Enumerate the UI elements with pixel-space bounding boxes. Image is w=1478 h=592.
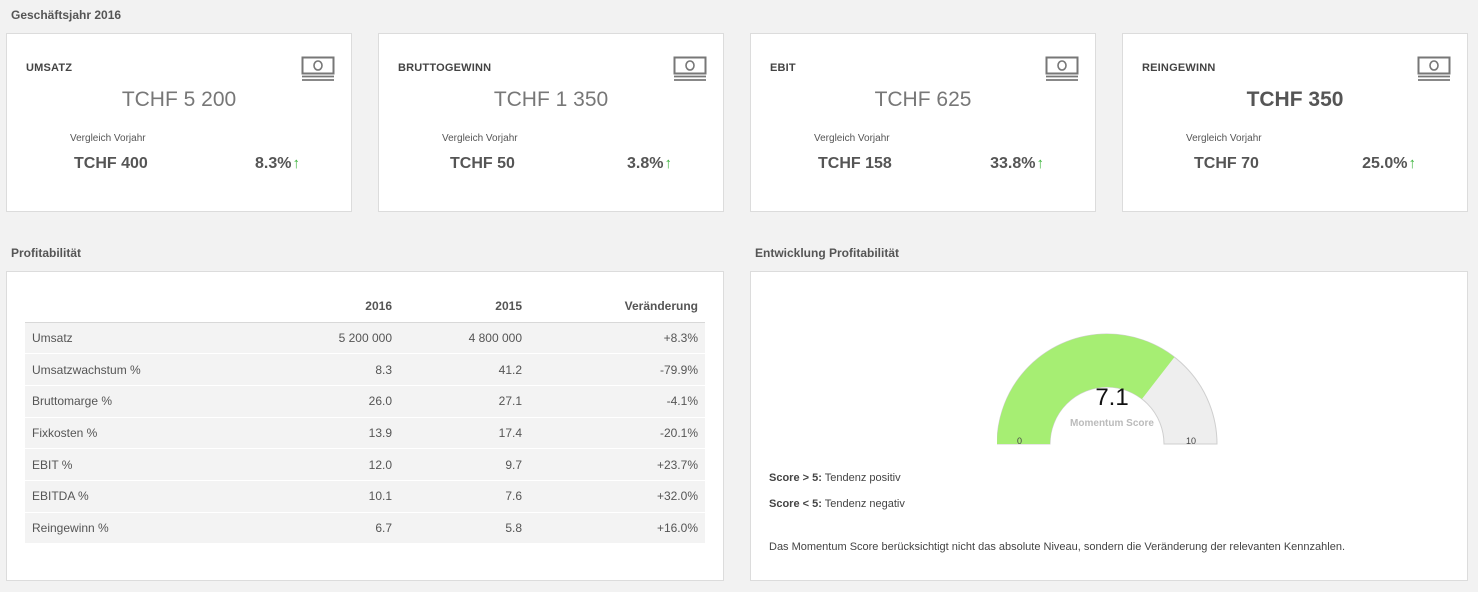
momentum-gauge: 7.1 Momentum Score 0 10 — [997, 316, 1227, 450]
row-name: EBITDA % — [25, 480, 269, 513]
row-value-2015: 17.4 — [399, 417, 529, 450]
table-row: EBITDA % 10.1 7.6 +32.0% — [25, 480, 705, 513]
section-title-fiscal-year: Geschäftsjahr 2016 — [11, 8, 122, 22]
kpi-percent-text: 8.3% — [255, 155, 292, 172]
gauge-score-label: Momentum Score — [1070, 418, 1154, 429]
kpi-value: TCHF 625 — [874, 88, 972, 111]
table-row: Fixkosten % 13.9 17.4 -20.1% — [25, 417, 705, 450]
kpi-compare-label: Vergleich Vorjahr — [70, 133, 146, 144]
row-value-2016: 26.0 — [269, 385, 399, 418]
kpi-card-ebit: EBIT TCHF 625 Vergleich Vorjahr TCHF 158… — [750, 33, 1096, 212]
arrow-up-icon: ↑ — [664, 155, 673, 172]
row-change: -20.1% — [529, 417, 705, 450]
row-value-2015: 27.1 — [399, 385, 529, 418]
kpi-value: TCHF 1 350 — [493, 88, 609, 111]
profitability-card: 2016 2015 Veränderung Umsatz 5 200 000 4 8… — [6, 271, 724, 581]
gauge-chart — [997, 333, 1218, 445]
table-row: Reingewinn % 6.7 5.8 +16.0% — [25, 512, 705, 545]
money-bills-icon — [1045, 56, 1079, 81]
kpi-compare-value: TCHF 158 — [818, 155, 892, 172]
gauge-score-value: 7.1 — [1095, 384, 1129, 411]
table-row: Umsatzwachstum % 8.3 41.2 -79.9% — [25, 353, 705, 386]
row-value-2015: 7.6 — [399, 480, 529, 513]
note-positive-text: Tendenz positiv — [821, 472, 901, 484]
kpi-compare-label: Vergleich Vorjahr — [1186, 133, 1262, 144]
note-negative-key: Score < 5: — [769, 498, 822, 510]
row-change: +23.7% — [529, 448, 705, 481]
header-change: Veränderung — [529, 290, 705, 323]
header-2015: 2015 — [399, 290, 529, 323]
row-value-2016: 8.3 — [269, 353, 399, 386]
note-explanation: Das Momentum Score berücksichtigt nicht … — [769, 541, 1346, 553]
kpi-compare-percent: 33.8%↑ — [990, 155, 1044, 173]
row-name: Fixkosten % — [25, 417, 269, 450]
row-value-2015: 4 800 000 — [399, 322, 529, 355]
money-bills-icon — [301, 56, 335, 81]
kpi-compare-percent: 8.3%↑ — [255, 155, 300, 173]
table-row: Umsatz 5 200 000 4 800 000 +8.3% — [25, 322, 705, 355]
row-name: EBIT % — [25, 448, 269, 481]
row-change: +32.0% — [529, 480, 705, 513]
kpi-value: TCHF 5 200 — [121, 88, 237, 111]
header-name — [25, 290, 269, 323]
note-positive: Score > 5: Tendenz positiv — [769, 472, 901, 484]
row-value-2016: 12.0 — [269, 448, 399, 481]
note-negative-text: Tendenz negativ — [821, 498, 905, 510]
row-name: Umsatzwachstum % — [25, 353, 269, 386]
development-card: 7.1 Momentum Score 0 10 Score > 5: Tende… — [750, 271, 1468, 581]
table-row: Bruttomarge % 26.0 27.1 -4.1% — [25, 385, 705, 418]
note-positive-key: Score > 5: — [769, 472, 822, 484]
row-value-2015: 9.7 — [399, 448, 529, 481]
section-title-development: Entwicklung Profitabilität — [755, 246, 900, 260]
arrow-up-icon: ↑ — [292, 155, 301, 172]
kpi-label: UMSATZ — [26, 62, 73, 74]
row-value-2016: 13.9 — [269, 417, 399, 450]
kpi-percent-text: 3.8% — [627, 155, 664, 172]
gauge-min-label: 0 — [1017, 436, 1023, 446]
section-title-profitability: Profitabilität — [11, 246, 82, 260]
money-bills-icon — [1417, 56, 1451, 81]
row-name: Bruttomarge % — [25, 385, 269, 418]
header-2016: 2016 — [269, 290, 399, 323]
kpi-value: TCHF 350 — [1246, 88, 1344, 111]
arrow-up-icon: ↑ — [1408, 155, 1417, 172]
kpi-percent-text: 25.0% — [1362, 155, 1408, 172]
note-negative: Score < 5: Tendenz negativ — [769, 498, 905, 510]
kpi-compare-percent: 3.8%↑ — [627, 155, 672, 173]
row-value-2016: 6.7 — [269, 512, 399, 545]
kpi-percent-text: 33.8% — [990, 155, 1036, 172]
row-change: -79.9% — [529, 353, 705, 386]
kpi-compare-label: Vergleich Vorjahr — [814, 133, 890, 144]
kpi-compare-percent: 25.0%↑ — [1362, 155, 1416, 173]
money-bills-icon — [673, 56, 707, 81]
kpi-compare-value: TCHF 400 — [74, 155, 148, 172]
row-value-2015: 5.8 — [399, 512, 529, 545]
kpi-card-umsatz: UMSATZ TCHF 5 200 Vergleich Vorjahr TCHF… — [6, 33, 352, 212]
profitability-table: 2016 2015 Veränderung Umsatz 5 200 000 4 8… — [25, 290, 705, 545]
gauge-fill — [997, 334, 1175, 444]
row-value-2016: 10.1 — [269, 480, 399, 513]
kpi-label: EBIT — [770, 62, 796, 74]
row-name: Umsatz — [25, 322, 269, 355]
gauge-max-label: 10 — [1186, 436, 1197, 446]
kpi-label: BRUTTOGEWINN — [398, 62, 492, 74]
row-change: -4.1% — [529, 385, 705, 418]
kpi-label: REINGEWINN — [1142, 62, 1216, 74]
row-name: Reingewinn % — [25, 512, 269, 545]
table-header-row: 2016 2015 Veränderung — [25, 290, 705, 323]
row-value-2016: 5 200 000 — [269, 322, 399, 355]
row-change: +16.0% — [529, 512, 705, 545]
kpi-card-reingewinn: REINGEWINN TCHF 350 Vergleich Vorjahr TC… — [1122, 33, 1468, 212]
kpi-compare-value: TCHF 50 — [450, 155, 515, 172]
table-row: EBIT % 12.0 9.7 +23.7% — [25, 448, 705, 481]
row-value-2015: 41.2 — [399, 353, 529, 386]
kpi-compare-label: Vergleich Vorjahr — [442, 133, 518, 144]
kpi-compare-value: TCHF 70 — [1194, 155, 1259, 172]
kpi-card-bruttogewinn: BRUTTOGEWINN TCHF 1 350 Vergleich Vorjah… — [378, 33, 724, 212]
arrow-up-icon: ↑ — [1036, 155, 1045, 172]
row-change: +8.3% — [529, 322, 705, 355]
